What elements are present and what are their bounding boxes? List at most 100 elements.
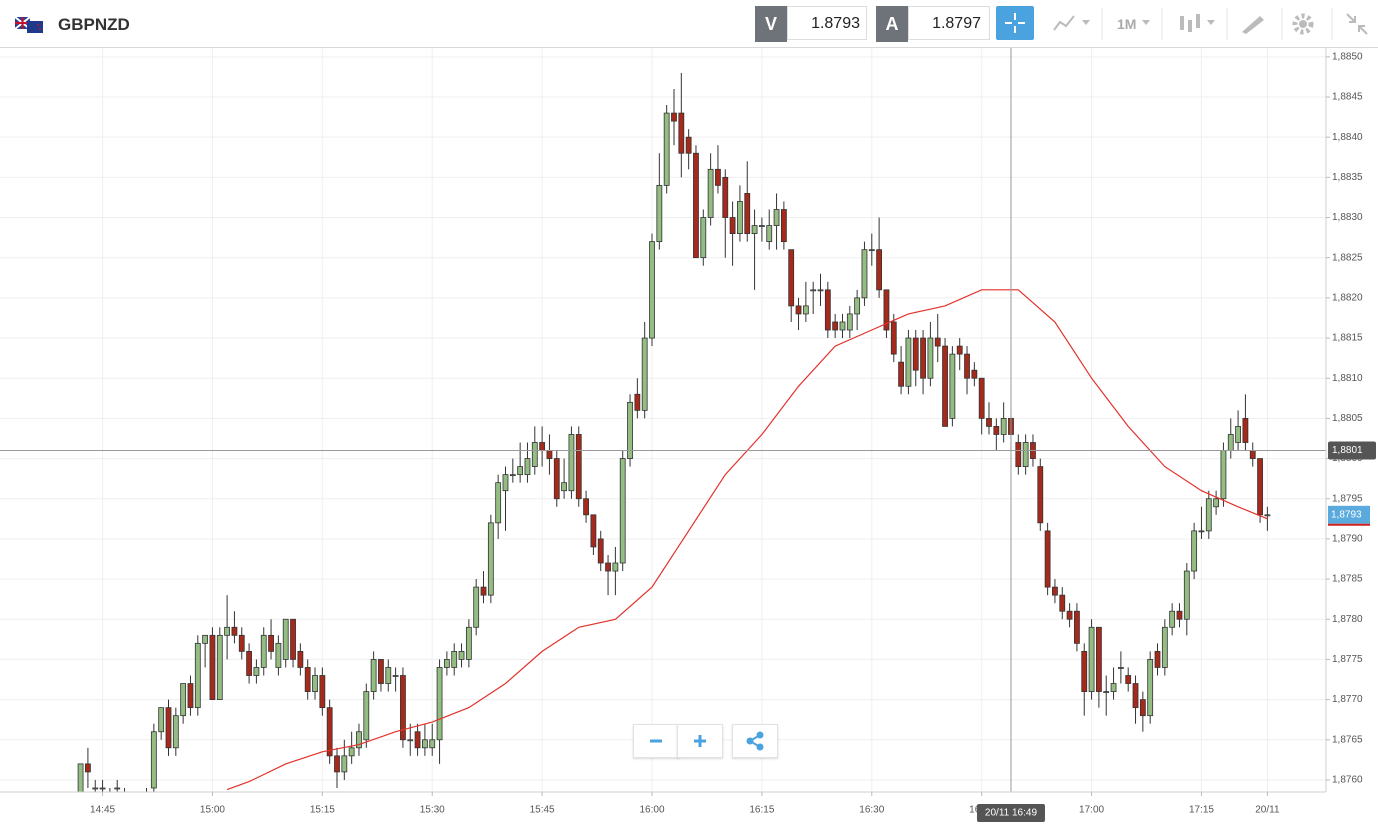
share-icon [746, 731, 764, 751]
toolbar-icons[interactable] [1042, 0, 1378, 47]
candle-body [400, 675, 406, 741]
candle-body [751, 225, 758, 234]
candle-body [824, 289, 831, 331]
candle-body [1037, 466, 1044, 524]
candle-body [949, 353, 956, 419]
y-tick-label: 1,8840 [1332, 132, 1363, 143]
candle-body [129, 804, 134, 805]
candle-body [275, 642, 282, 668]
candle-body [561, 482, 567, 492]
candle-body [137, 804, 142, 805]
candle-body [487, 522, 494, 596]
candle-body [107, 796, 112, 797]
zoom-out-icon [650, 739, 662, 743]
candle-body [890, 321, 897, 355]
candle-body [77, 763, 84, 792]
candle-body [495, 482, 502, 524]
candle-body [319, 675, 326, 709]
y-tick-label: 1,8770 [1332, 694, 1363, 705]
y-tick-label: 1,8815 [1332, 333, 1363, 344]
candle-body [876, 249, 883, 291]
candle-body [810, 289, 817, 292]
candle-body [326, 707, 333, 757]
x-tick-label: 16:00 [639, 805, 664, 816]
candle-body [1242, 417, 1249, 443]
candle-body [597, 538, 604, 564]
candle-body [634, 393, 641, 411]
candle-body [1176, 610, 1183, 620]
candle-body [1095, 626, 1102, 692]
candle-body [978, 377, 985, 419]
candle-body [194, 642, 201, 709]
buy-price[interactable]: 1.8797 [908, 6, 990, 40]
candle-body [685, 136, 692, 154]
candle-body [671, 112, 677, 122]
candle-body [795, 305, 802, 315]
zoom-in-button[interactable] [677, 724, 723, 758]
y-tick-label: 1,8775 [1332, 654, 1363, 665]
candle-body [436, 667, 443, 741]
candle-body [868, 249, 875, 252]
candle-body [443, 659, 450, 668]
candle-body [1022, 442, 1029, 468]
plot [0, 48, 1326, 805]
candle-body [1059, 594, 1066, 612]
sell-price[interactable]: 1.8793 [787, 6, 867, 40]
candle-body [202, 634, 209, 644]
candle-body [1044, 530, 1051, 588]
candle-body [956, 345, 963, 355]
candle-body [737, 201, 743, 234]
candle-body [1147, 659, 1154, 717]
candle-body [553, 458, 560, 500]
x-tick-label: 16:30 [859, 805, 884, 816]
zoom-out-button[interactable] [633, 724, 679, 758]
flag-icon [15, 17, 43, 33]
y-tick-label: 1,8765 [1332, 734, 1363, 745]
candle-body [568, 434, 575, 492]
candle-body [546, 450, 553, 459]
candle-body [722, 176, 729, 218]
y-tick-label: 1,8805 [1332, 413, 1363, 424]
crosshair-button[interactable] [996, 6, 1034, 40]
candle-body [473, 586, 480, 628]
candle-body [612, 562, 619, 572]
x-tick-label: 15:15 [310, 805, 335, 816]
candle-body [1227, 434, 1234, 451]
candle-body [1235, 426, 1241, 443]
candle-body [1198, 530, 1205, 533]
candle-body [172, 715, 179, 749]
candle-body [99, 787, 106, 790]
candle-body [1015, 442, 1022, 468]
y-tick-label: 1,8790 [1332, 534, 1363, 545]
candle-body [575, 434, 582, 500]
candle-body [1052, 586, 1058, 596]
sell-label[interactable]: V [755, 6, 787, 42]
candle-body [517, 466, 524, 476]
y-tick-label: 1,8835 [1332, 172, 1363, 183]
candle-body [693, 152, 699, 259]
last-price-box [1328, 505, 1370, 524]
x-tick-label: 14:45 [90, 805, 115, 816]
candle-body [458, 650, 465, 660]
candle-body [1249, 450, 1256, 459]
share-button[interactable] [732, 724, 778, 758]
candle-body [1103, 691, 1110, 693]
x-tick-label: 15:45 [530, 805, 555, 816]
candle-body [1264, 514, 1271, 517]
candle-body [429, 739, 436, 749]
timeframe[interactable]: 1M [1117, 16, 1137, 32]
candle-body [1000, 417, 1007, 435]
candle-body [1154, 650, 1161, 668]
candle-body [304, 667, 311, 692]
candle-body [334, 755, 340, 773]
header: GBPNZD V 1.8793 A 1.8797 1M [0, 0, 1378, 48]
candle-body [114, 787, 121, 790]
candle-body [971, 369, 978, 379]
buy-label[interactable]: A [876, 6, 908, 42]
y-tick-label: 1,8810 [1332, 373, 1363, 384]
candle-body [414, 731, 421, 749]
candle-body [986, 417, 992, 427]
y-tick-label: 1,8830 [1332, 212, 1363, 223]
candle-body [1213, 498, 1220, 508]
